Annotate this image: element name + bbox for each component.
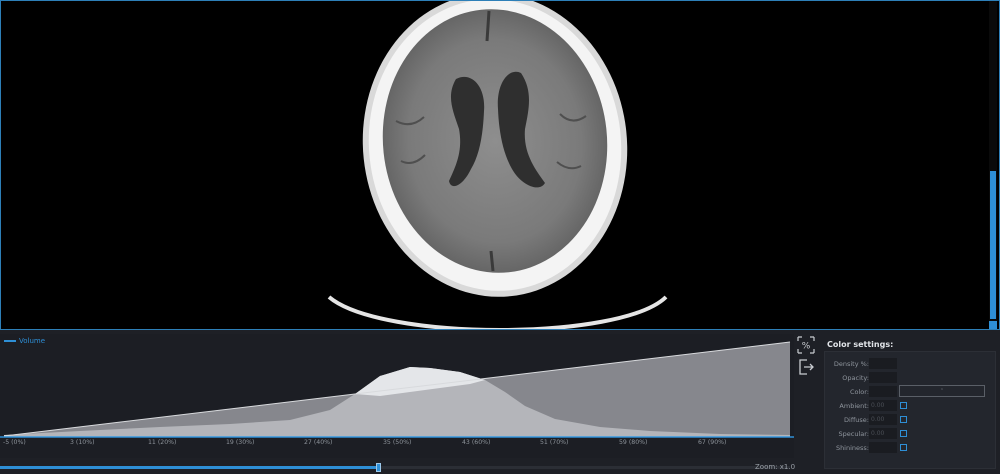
histogram-chart[interactable]	[0, 334, 794, 458]
ambient-field[interactable]: 0.00	[869, 400, 897, 411]
svg-text:%: %	[802, 342, 811, 352]
slice-slider[interactable]	[0, 463, 790, 472]
color-picker-button[interactable]: ⌃	[899, 385, 985, 397]
export-icon[interactable]	[797, 358, 815, 376]
tick-label: 27 (40%)	[304, 439, 333, 446]
ct-brain-image	[327, 1, 668, 329]
specular-label: Specular:	[838, 430, 869, 438]
color-label: Color:	[849, 388, 869, 396]
density-field[interactable]	[869, 358, 897, 369]
tick-label: 43 (60%)	[462, 439, 491, 446]
opacity-field[interactable]	[869, 372, 897, 383]
viewer-scrollbar[interactable]	[989, 1, 997, 329]
shininess-row: Shininess:	[825, 442, 997, 454]
shininess-checkbox[interactable]	[900, 444, 907, 451]
window-level-icon[interactable]: %	[797, 336, 815, 354]
scroll-down-arrow-icon[interactable]	[989, 321, 997, 329]
opacity-line	[3, 341, 791, 437]
tick-label: 11 (20%)	[148, 439, 177, 446]
ambient-checkbox[interactable]	[900, 402, 907, 409]
slider-fill	[0, 466, 380, 469]
tick-label: 59 (80%)	[619, 439, 648, 446]
opacity-label: Opacity:	[842, 374, 869, 382]
opacity-row: Opacity:	[825, 372, 997, 384]
ambient-row: Ambient: 0.00	[825, 400, 997, 412]
settings-box: Density %: Opacity: Color: ⌃ Ambient: 0.…	[824, 351, 996, 469]
tick-label: 67 (90%)	[698, 439, 727, 446]
shininess-field[interactable]	[869, 442, 897, 453]
color-field[interactable]	[869, 386, 897, 397]
slider-handle[interactable]	[376, 463, 382, 472]
tick-label: 51 (70%)	[540, 439, 569, 446]
zoom-readout: Zoom: x1.0	[755, 463, 796, 471]
color-settings-panel: Color settings: Density %: Opacity: Colo…	[820, 334, 1000, 474]
density-row: Density %:	[825, 358, 997, 370]
volume-viewport[interactable]	[0, 0, 1000, 330]
specular-row: Specular: 0.00	[825, 428, 997, 440]
transfer-function-editor[interactable]	[0, 334, 794, 458]
specular-checkbox[interactable]	[900, 430, 907, 437]
shininess-label: Shininess:	[835, 444, 869, 452]
density-label: Density %:	[833, 360, 869, 368]
color-row: Color: ⌃	[825, 385, 997, 398]
tick-label: 35 (50%)	[383, 439, 412, 446]
legend-label: Volume	[19, 337, 46, 345]
tick-label: -5 (0%)	[3, 439, 26, 446]
legend-line	[4, 340, 16, 342]
diffuse-checkbox[interactable]	[900, 416, 907, 423]
series-legend: Volume	[4, 337, 45, 345]
diffuse-row: Diffuse: 0.00	[825, 414, 997, 426]
tick-label: 19 (30%)	[226, 439, 255, 446]
diffuse-field[interactable]: 0.00	[869, 414, 897, 425]
tick-label: 3 (10%)	[70, 439, 95, 446]
panel-title: Color settings:	[827, 340, 894, 349]
scrollbar-thumb[interactable]	[990, 171, 996, 319]
histogram-axis-ticks: -5 (0%) 3 (10%) 11 (20%) 19 (30%) 27 (40…	[0, 439, 794, 449]
ambient-label: Ambient:	[839, 402, 869, 410]
specular-field[interactable]: 0.00	[869, 428, 897, 439]
diffuse-label: Diffuse:	[844, 416, 869, 424]
